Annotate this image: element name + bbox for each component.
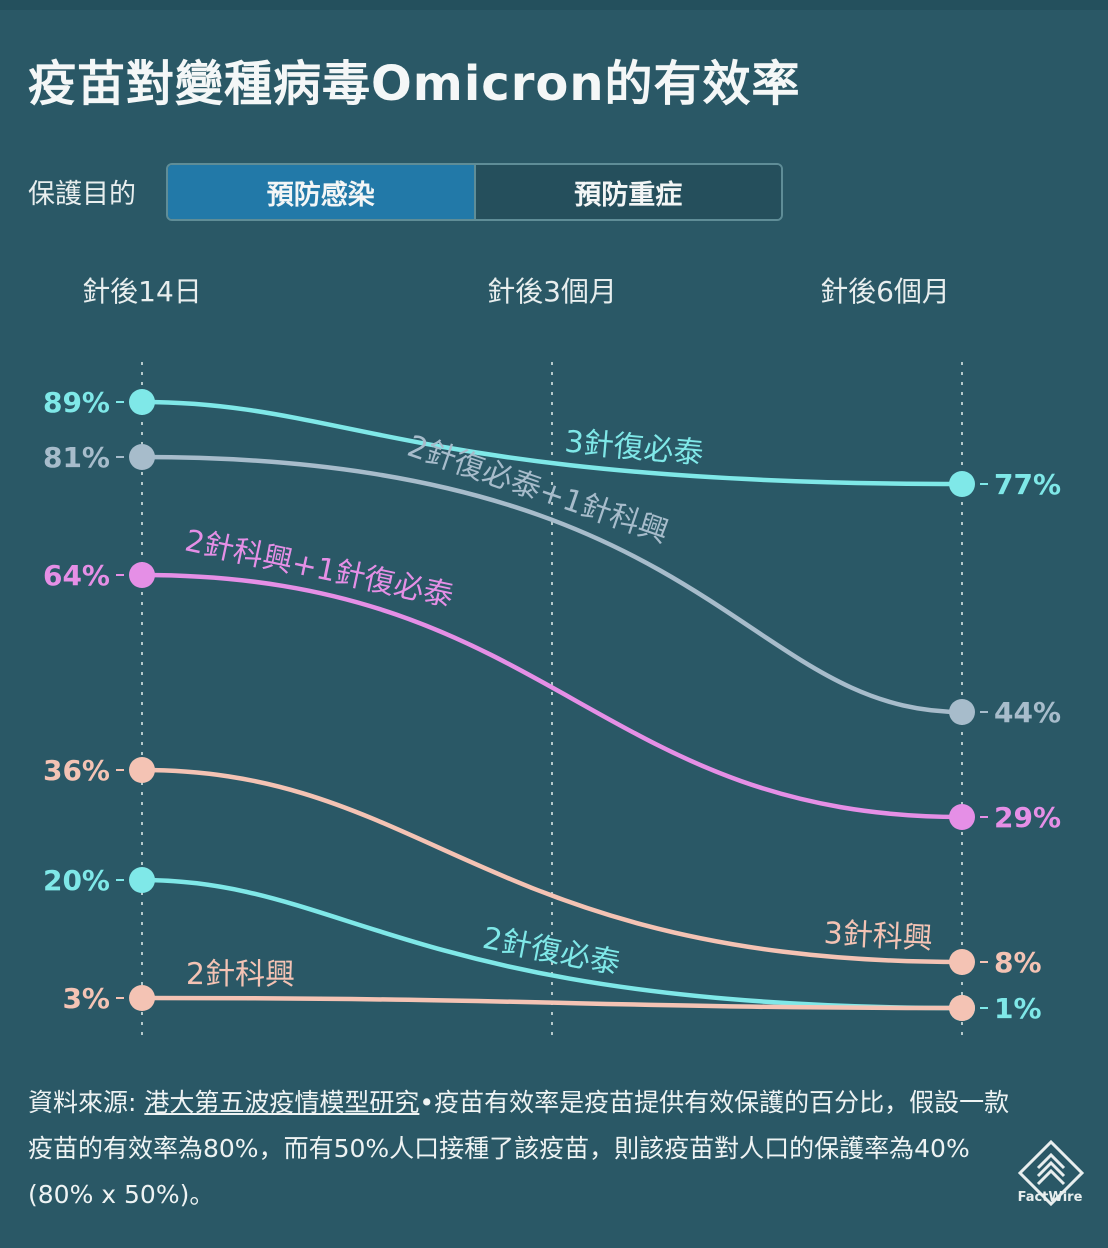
- data-point-end-5: [949, 995, 975, 1021]
- series-name-label-5: 2針科興: [186, 957, 295, 992]
- data-point-end-0: [949, 471, 975, 497]
- start-value-label-1: 81%: [43, 441, 110, 474]
- start-value-label-4: 20%: [43, 864, 110, 897]
- x-tick-label-6-months: 針後6個月: [820, 275, 950, 308]
- data-point-start-1: [129, 444, 155, 470]
- data-point-end-2: [949, 804, 975, 830]
- top-band: [0, 0, 1108, 10]
- x-tick-label-14-days: 針後14日: [82, 275, 202, 308]
- data-point-end-3: [949, 949, 975, 975]
- start-value-label-0: 89%: [43, 386, 110, 419]
- protection-toggle: 預防感染 預防重症: [166, 163, 783, 221]
- series-name-label-3: 3針科興: [823, 916, 934, 957]
- x-tick-label-3-months: 針後3個月: [487, 275, 617, 308]
- series-line-4: [139, 877, 965, 1011]
- end-value-label-3: 8%: [994, 946, 1042, 979]
- protection-label: 保護目的: [28, 179, 136, 210]
- series-line-1: [139, 454, 965, 715]
- series-line-3: [139, 767, 965, 965]
- end-value-label-0: 77%: [994, 468, 1061, 501]
- chart-title: 疫苗對變種病毒Omicron的有效率: [28, 56, 801, 112]
- end-value-label-1: 44%: [994, 696, 1061, 729]
- tab-prevent-infection[interactable]: 預防感染: [168, 165, 474, 219]
- logo-text: FactWire: [1017, 1190, 1083, 1205]
- source-link[interactable]: 港大第五波疫情模型研究: [144, 1088, 420, 1117]
- series-name-label-0: 3針復必泰: [563, 425, 705, 472]
- series-line-5: [139, 995, 965, 1011]
- data-point-start-4: [129, 867, 155, 893]
- data-point-start-3: [129, 757, 155, 783]
- end-value-label-2: 29%: [994, 801, 1061, 834]
- data-point-start-2: [129, 562, 155, 588]
- data-point-start-5: [129, 985, 155, 1011]
- data-point-start-0: [129, 389, 155, 415]
- tab-prevent-severe[interactable]: 預防重症: [473, 165, 781, 219]
- footer-body: •疫苗有效率是疫苗提供有效保護的百分比，假設一款疫苗的有效率為80%，而有50%…: [28, 1088, 1010, 1209]
- end-value-label-4: 1%: [994, 992, 1042, 1025]
- start-value-label-5: 3%: [62, 982, 110, 1015]
- series-name-label-2: 2針科興+1針復必泰: [182, 523, 457, 614]
- series-line-2: [139, 572, 965, 820]
- factwire-logo-icon: [1017, 1139, 1085, 1207]
- start-value-label-3: 36%: [43, 754, 110, 787]
- line-chart: 89%77%3針復必泰81%44%2針復必泰+1針科興64%29%2針科興+1針…: [43, 362, 1061, 1040]
- footer-note: 資料來源: 港大第五波疫情模型研究•疫苗有效率是疫苗提供有效保護的百分比，假設一…: [28, 1080, 1018, 1218]
- series-line-0: [139, 399, 965, 487]
- data-point-end-1: [949, 699, 975, 725]
- source-prefix: 資料來源:: [28, 1088, 145, 1117]
- start-value-label-2: 64%: [43, 559, 110, 592]
